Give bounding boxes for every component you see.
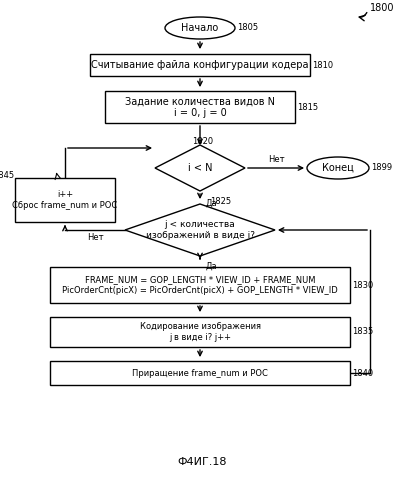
Polygon shape	[155, 145, 245, 191]
Text: 1800: 1800	[370, 3, 394, 13]
Bar	[90, 54, 310, 76]
Text: i < N: i < N	[188, 163, 212, 173]
Bar	[15, 178, 115, 222]
Text: 1825: 1825	[210, 196, 231, 205]
Text: Начало: Начало	[181, 23, 219, 33]
Text: Нет: Нет	[268, 156, 284, 164]
Text: FRAME_NUM = GOP_LENGTH * VIEW_ID + FRAME_NUM
PicOrderCnt(picX) = PicOrderCnt(pic: FRAME_NUM = GOP_LENGTH * VIEW_ID + FRAME…	[62, 276, 338, 294]
Text: 1830: 1830	[352, 280, 373, 289]
Text: 1840: 1840	[352, 368, 373, 378]
Text: Приращение frame_num и РОС: Приращение frame_num и РОС	[132, 368, 268, 378]
Text: 1899: 1899	[371, 164, 392, 172]
Polygon shape	[125, 204, 275, 256]
Ellipse shape	[307, 157, 369, 179]
Text: Кодирование изображения
j в виде i? j++: Кодирование изображения j в виде i? j++	[139, 322, 261, 342]
Bar	[50, 267, 350, 303]
Text: Нет: Нет	[87, 234, 103, 242]
Text: j < количества
изображений в виде i?: j < количества изображений в виде i?	[145, 220, 255, 240]
Text: 1805: 1805	[237, 24, 258, 32]
Text: Да: Да	[206, 262, 218, 270]
Text: 1810: 1810	[312, 60, 333, 70]
Text: Задание количества видов N
i = 0, j = 0: Задание количества видов N i = 0, j = 0	[125, 96, 275, 118]
Text: 1820: 1820	[192, 138, 213, 146]
Text: Да: Да	[206, 198, 218, 207]
Bar	[50, 361, 350, 385]
Text: Ф4ИГ.18: Ф4ИГ.18	[177, 457, 227, 467]
Bar	[50, 317, 350, 347]
Ellipse shape	[165, 17, 235, 39]
Text: Считывание файла конфигурации кодера: Считывание файла конфигурации кодера	[91, 60, 309, 70]
Text: i++
Сброс frame_num и РОС: i++ Сброс frame_num и РОС	[13, 190, 118, 210]
Text: Конец: Конец	[322, 163, 354, 173]
Bar	[105, 91, 295, 123]
Text: 1845: 1845	[0, 172, 14, 180]
Text: 1835: 1835	[352, 328, 373, 336]
Text: 1815: 1815	[297, 102, 318, 112]
